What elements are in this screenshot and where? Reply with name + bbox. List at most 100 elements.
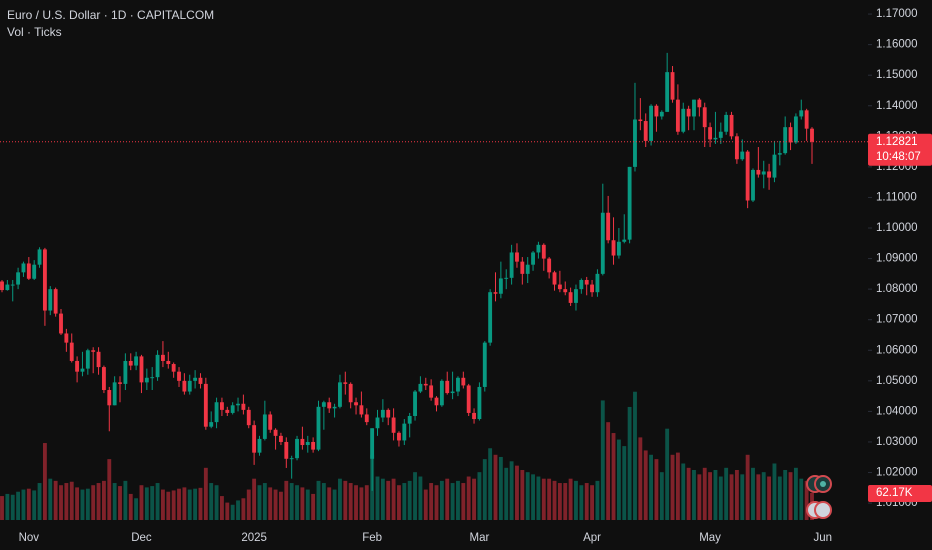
candle-body	[584, 279, 589, 285]
volume-bar	[740, 474, 745, 520]
volume-bar	[338, 478, 342, 520]
candle-body	[718, 131, 723, 138]
volume-bar	[429, 483, 434, 520]
candle-body	[118, 382, 122, 384]
volume-bar	[804, 480, 809, 520]
candle-body	[536, 244, 541, 253]
volume-bar	[756, 474, 761, 520]
candle-body	[638, 119, 643, 122]
event-icon[interactable]	[814, 501, 832, 519]
candle-body	[364, 414, 369, 423]
candle-body	[579, 279, 584, 290]
candle-body	[600, 212, 605, 274]
candle-body	[649, 105, 654, 141]
x-tick-label: Nov	[19, 532, 40, 544]
candle-body	[708, 127, 713, 140]
candle-body	[311, 441, 316, 450]
volume-bar	[552, 480, 557, 520]
candle-body	[198, 377, 203, 384]
y-tick-label: 1.11000	[876, 191, 917, 203]
candle-body	[48, 289, 53, 311]
y-tick-label: 1.14000	[876, 100, 918, 112]
candle-body	[810, 128, 814, 142]
candle-body	[788, 127, 793, 143]
volume-bar	[42, 443, 47, 520]
volume-bar	[364, 485, 369, 520]
candle-body	[627, 166, 632, 240]
candle-body	[0, 281, 4, 291]
candle-body	[488, 292, 493, 343]
volume-bar	[638, 437, 643, 520]
volume-bar	[488, 448, 493, 520]
volume-bar	[155, 483, 160, 520]
candle-body	[91, 350, 96, 352]
candle-body	[439, 380, 444, 406]
candle-body	[348, 383, 353, 403]
volume-bar	[584, 483, 589, 520]
candle-body	[375, 417, 380, 429]
volume-bar	[59, 485, 63, 520]
y-tick-label: 1.04000	[876, 405, 918, 417]
candle-body	[423, 383, 428, 386]
event-icons[interactable]	[806, 475, 832, 519]
candle-body	[729, 114, 734, 137]
volume-bar	[241, 498, 246, 520]
volume-bar	[225, 502, 230, 520]
candle-body	[477, 386, 482, 420]
candle-body	[498, 278, 503, 294]
candle-body	[740, 151, 745, 160]
volume-bar	[675, 452, 680, 520]
volume-bar	[574, 480, 578, 520]
candle-body	[568, 292, 573, 303]
volume-bar	[134, 498, 139, 520]
price-pane	[0, 52, 814, 491]
volume-bar	[751, 467, 755, 520]
volume-bar	[85, 488, 90, 520]
volume-bar	[123, 480, 128, 520]
y-tick-label: 1.05000	[876, 375, 918, 387]
candle-body	[531, 252, 535, 265]
volume-bar	[600, 400, 605, 520]
last-price-tag	[868, 133, 932, 166]
candle-body	[279, 435, 283, 442]
candle-body	[214, 402, 219, 423]
volume-bar	[772, 463, 777, 520]
candle-body	[59, 313, 63, 334]
volume-bar	[386, 480, 391, 520]
candle-body	[268, 414, 273, 430]
candle-body	[525, 264, 530, 274]
candle-body	[777, 153, 782, 155]
volume-bar	[187, 489, 192, 520]
volume-bar	[718, 476, 723, 520]
candle-body	[681, 108, 686, 132]
candle-body	[150, 377, 155, 379]
volume-bar	[380, 478, 385, 520]
candle-body	[370, 428, 375, 459]
y-tick-label: 1.16000	[876, 39, 918, 51]
candle-body	[64, 333, 69, 343]
candle-body	[772, 154, 777, 178]
candle-body	[590, 284, 594, 293]
volume-bar	[649, 454, 654, 520]
volume-bar	[692, 470, 696, 520]
volume-bar	[220, 496, 224, 520]
y-tick-label: 1.07000	[876, 314, 918, 326]
candle-body	[611, 240, 616, 256]
x-tick-label: 2025	[241, 532, 267, 544]
candle-body	[386, 409, 391, 418]
candle-body	[107, 390, 112, 406]
volume-bar	[402, 483, 407, 520]
candle-body	[482, 342, 487, 387]
volume-bar	[681, 463, 686, 520]
volume-bar	[257, 485, 262, 520]
volume-bar	[541, 478, 546, 520]
candle-body	[300, 438, 305, 446]
volume-bar	[413, 472, 417, 520]
candle-body	[332, 406, 337, 409]
candle-body	[16, 272, 21, 285]
candle-body	[692, 99, 696, 117]
volume-bar	[327, 487, 332, 520]
candle-body	[557, 284, 562, 290]
